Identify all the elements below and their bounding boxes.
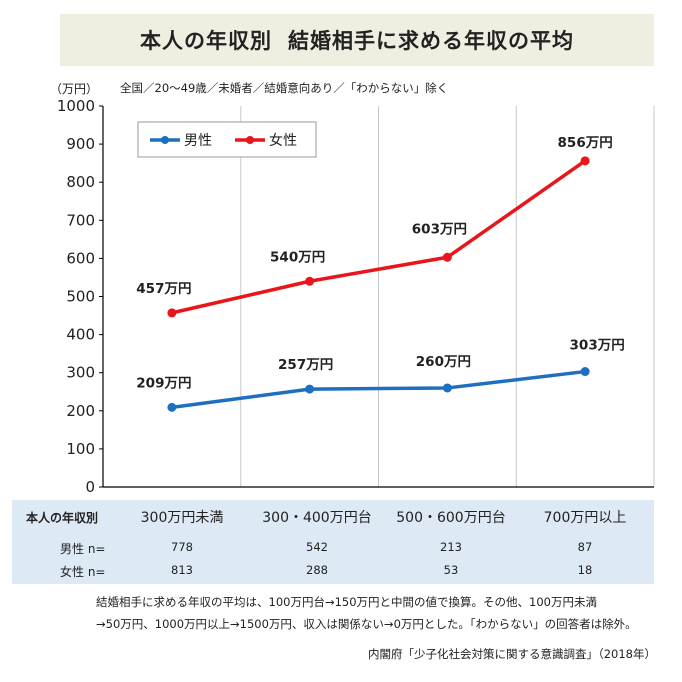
y-tick-label: 800 — [66, 173, 95, 191]
title-part-1: 本人の年収別 — [140, 29, 272, 53]
cell-female-1: 813 — [171, 563, 193, 577]
cell-female-4: 18 — [577, 563, 593, 577]
table-row-header: 本人の年収別 — [26, 511, 99, 525]
category-label-3: 500・600万円台 — [396, 510, 506, 526]
line-chart: 0 100 200 300 400 500 600 700 800 900 1000 209万円 25… — [57, 97, 655, 496]
y-tick-label: 200 — [66, 402, 95, 420]
data-labels: 209万円 257万円 260万円 303万円 457万円 540万円 603万円 856万円 — [136, 135, 624, 392]
data-point — [167, 402, 177, 412]
legend-label: 男性 — [184, 133, 212, 149]
y-tick-label: 700 — [66, 211, 95, 229]
data-label: 260万円 — [416, 354, 471, 370]
data-point — [305, 276, 315, 286]
data-label: 856万円 — [558, 135, 613, 151]
y-tick-label: 400 — [66, 326, 95, 344]
data-point — [442, 383, 452, 393]
legend-label: 女性 — [269, 132, 297, 149]
footnote-line-2: →50万円、1000万円以上→1500万円、収入は関係ない→0万円とした。「わか… — [96, 617, 637, 631]
row-label-male: 男性 n= — [60, 542, 106, 556]
legend-marker — [161, 136, 169, 144]
cell-male-4: 87 — [577, 540, 593, 554]
series-points — [167, 156, 590, 412]
data-point — [580, 367, 590, 377]
footnote-line-1: 結婚相手に求める年収の平均は、100万円台→150万円と中間の値で換算。その他、… — [96, 595, 597, 609]
y-tick-label: 300 — [66, 364, 95, 382]
y-tick-label: 500 — [66, 288, 95, 306]
data-point — [580, 156, 590, 166]
y-tick-label: 900 — [66, 135, 95, 153]
y-axis-unit: （万円） — [50, 82, 99, 96]
chart-title: 本人の年収別 結婚相手に求める年収の平均 — [60, 14, 654, 66]
axes — [99, 105, 654, 488]
cell-female-2: 288 — [306, 563, 328, 577]
sample-size-table: 本人の年収別 300万円未満 300・400万円台 500・600万円台 700… — [12, 500, 654, 584]
title-part-2: 結婚相手に求める年収の平均 — [288, 29, 574, 53]
y-tick-label: 100 — [66, 440, 95, 458]
data-label: 603万円 — [412, 221, 467, 237]
source-citation: 内閣府「少子化社会対策に関する意識調査」（2018年） — [367, 647, 656, 661]
data-label: 540万円 — [270, 249, 325, 265]
data-point — [167, 308, 177, 318]
data-point — [305, 384, 315, 394]
y-tick-label: 0 — [85, 478, 95, 496]
series-lines — [171, 159, 587, 410]
data-label: 257万円 — [278, 357, 333, 373]
category-label-4: 700万円以上 — [543, 510, 627, 526]
cell-male-3: 213 — [440, 540, 462, 554]
cell-female-3: 53 — [443, 563, 459, 577]
y-tick-label: 600 — [66, 249, 95, 267]
series-line-2 — [171, 159, 587, 315]
series-line-1 — [171, 369, 586, 410]
legend: 男性 女性 — [137, 121, 317, 158]
y-tick-label: 1000 — [57, 97, 95, 115]
data-label: 457万円 — [136, 281, 191, 297]
cell-male-1: 778 — [171, 540, 193, 554]
row-label-female: 女性 n= — [60, 565, 106, 579]
y-tick-labels: 0 100 200 300 400 500 600 700 800 900 1000 — [57, 97, 95, 496]
category-label-1: 300万円未満 — [140, 510, 224, 526]
data-label: 209万円 — [136, 375, 191, 391]
data-point — [442, 252, 452, 262]
chart-subtitle: 全国／20～49歳／未婚者／結婚意向あり／「わからない」除く — [120, 81, 449, 95]
legend-marker — [246, 136, 254, 144]
cell-male-2: 542 — [306, 540, 328, 554]
category-label-2: 300・400万円台 — [262, 510, 372, 526]
data-label: 303万円 — [570, 338, 625, 354]
grid-lines — [240, 106, 655, 487]
